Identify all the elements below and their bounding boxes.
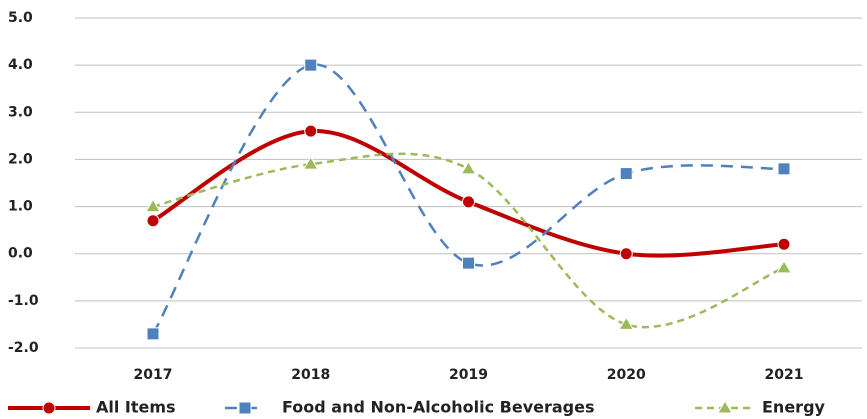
marker	[717, 400, 733, 414]
x-tick-label: 2021	[765, 367, 804, 383]
x-tick-label: 2019	[449, 367, 488, 383]
legend-label: Food and Non-Alcoholic Beverages	[282, 398, 595, 417]
marker	[42, 401, 56, 415]
marker	[145, 198, 161, 213]
marker	[146, 214, 160, 228]
x-tick-label: 2018	[291, 367, 330, 383]
marker	[619, 167, 633, 181]
marker	[462, 256, 475, 270]
x-tick-label: 2020	[607, 367, 646, 383]
series-line	[152, 152, 785, 329]
marker	[462, 195, 475, 209]
y-tick-label: -1.0	[8, 293, 39, 309]
marker	[777, 237, 791, 251]
marker	[777, 162, 791, 176]
y-tick-label: 4.0	[8, 57, 33, 73]
marker	[146, 327, 160, 341]
y-tick-label: 2.0	[8, 151, 33, 167]
series-line	[152, 129, 785, 258]
y-tick-label: 5.0	[8, 10, 33, 26]
marker	[304, 124, 318, 138]
y-tick-label: -2.0	[8, 340, 39, 356]
marker	[619, 247, 633, 261]
marker	[238, 401, 252, 415]
marker	[302, 156, 319, 170]
y-tick-label: 3.0	[8, 104, 33, 120]
legend-label: All Items	[96, 398, 176, 417]
marker	[304, 58, 318, 72]
y-tick-label: 1.0	[8, 199, 33, 215]
marker	[776, 259, 792, 274]
series-line	[151, 63, 785, 335]
x-tick-label: 2017	[134, 367, 173, 383]
marker	[618, 316, 635, 330]
marker	[460, 160, 477, 175]
y-tick-label: 0.0	[8, 246, 33, 262]
legend-label: Energy	[762, 398, 826, 417]
